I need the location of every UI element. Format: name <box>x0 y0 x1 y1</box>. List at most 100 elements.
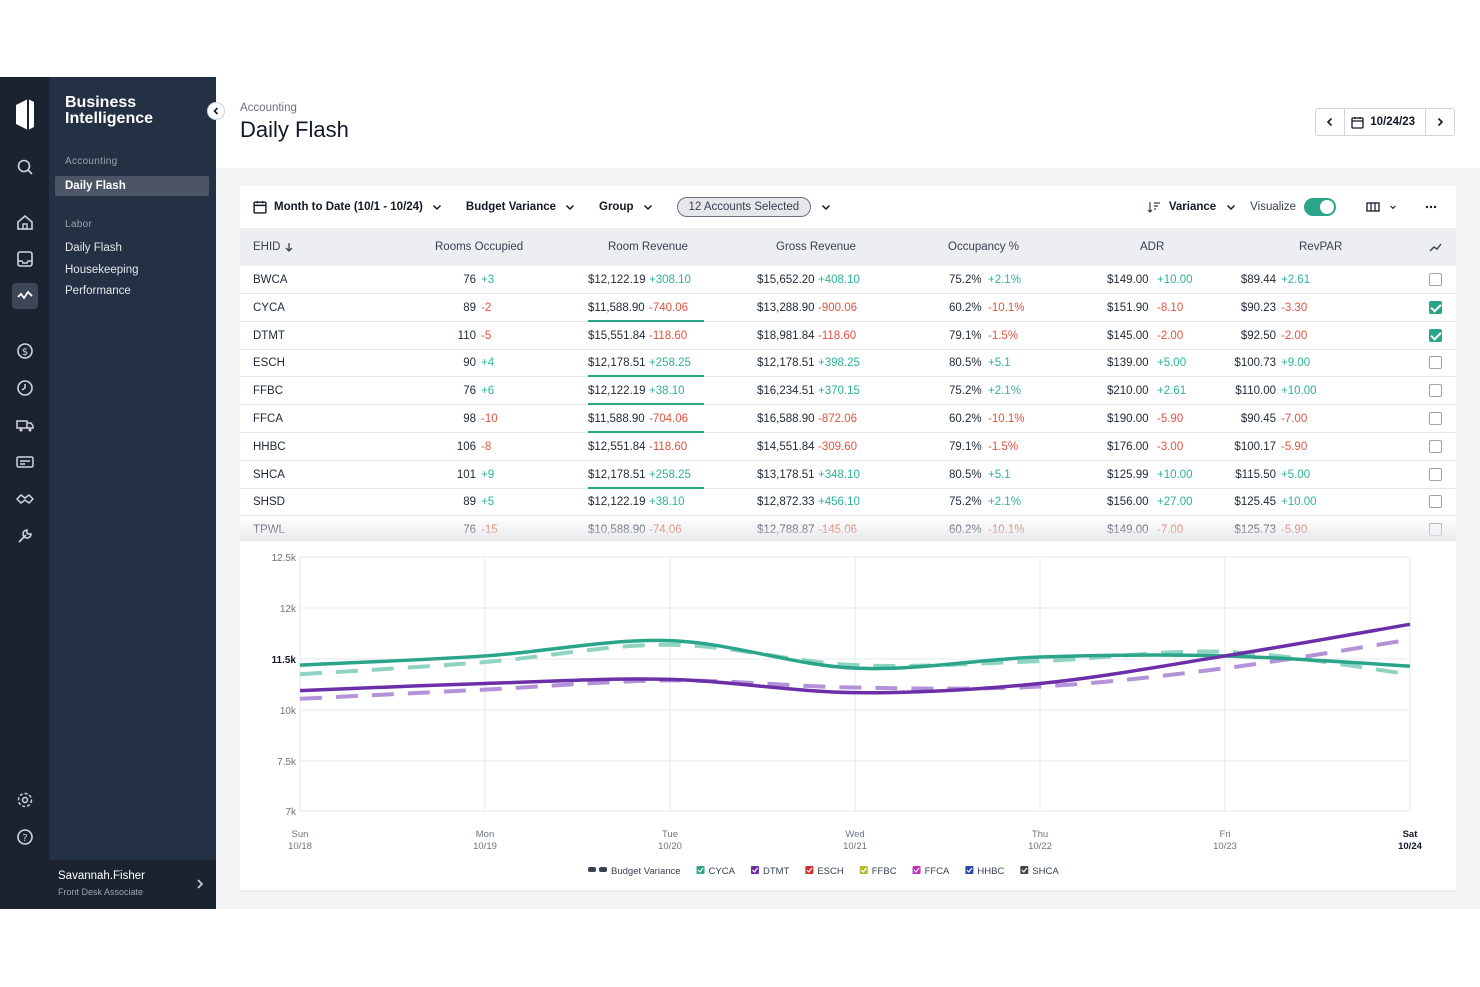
table-row[interactable]: HHBC 106 -8 $12,551.84 -118.60 $14,551.84 -309… <box>240 433 1456 461</box>
search-icon[interactable] <box>12 154 38 180</box>
column-header-rooms-occupied[interactable]: Rooms Occupied <box>435 241 524 253</box>
accounts-chevron-down-icon[interactable] <box>819 200 833 214</box>
column-header-gross-revenue[interactable]: Gross Revenue <box>776 241 856 253</box>
card-icon[interactable] <box>12 449 38 475</box>
chevron-down-icon[interactable] <box>1388 200 1398 214</box>
row-visualize-checkbox[interactable] <box>1429 273 1442 286</box>
sidebar-item-housekeeping[interactable]: Housekeeping <box>65 264 139 276</box>
legend-check <box>1021 867 1028 873</box>
cell-rooms: 110 <box>457 329 476 342</box>
chevron-down-icon[interactable] <box>1224 200 1238 214</box>
table-row[interactable]: FFBC 76 +6 $12,122.19 +38.10 $16,234.51 +370.1… <box>240 377 1456 406</box>
table-row[interactable]: ESCH 90 +4 $12,178.51 +258.25 $12,178.51 +398.… <box>240 349 1456 378</box>
cell-adr-delta: +10.00 <box>1157 468 1193 481</box>
cell-adr: $139.00 <box>1107 357 1149 370</box>
cell-ehid: DTMT <box>253 329 285 342</box>
column-header-room-revenue[interactable]: Room Revenue <box>608 241 688 253</box>
visualize-toggle[interactable] <box>1304 198 1336 216</box>
cell-revpar: $125.45 <box>1234 496 1276 509</box>
y-tick-label: 10k <box>280 706 297 717</box>
settings-icon[interactable] <box>12 787 38 813</box>
legend-label: FFCA <box>925 866 950 877</box>
table-row[interactable]: BWCA 76 +3 $12,122.19 +308.10 $15,652.20 +408.… <box>240 266 1456 294</box>
cell-room-rev-delta: -704.06 <box>649 413 689 425</box>
column-header-adr[interactable]: ADR <box>1140 241 1165 253</box>
cell-rooms-delta: +6 <box>481 385 495 398</box>
table-row[interactable]: SHCA 101 +9 $12,178.51 +258.25 $13,178.51 +348… <box>240 461 1456 489</box>
row-visualize-checkbox[interactable] <box>1429 384 1442 398</box>
date-picker[interactable]: 10/24/23 <box>1344 109 1426 135</box>
row-visualize-checkbox[interactable] <box>1429 495 1442 509</box>
chevron-right-icon <box>197 879 204 889</box>
row-visualize-checkbox[interactable] <box>1429 412 1442 425</box>
view-dropdown[interactable]: Budget Variance <box>466 200 577 214</box>
cell-occ: 79.1% <box>949 329 982 342</box>
help-icon[interactable]: ? <box>12 824 38 850</box>
table-row[interactable]: FFCA 98 -10 $11,588.90 -704.06 $16,588.90 -872… <box>240 405 1456 433</box>
cell-rooms: 98 <box>463 413 476 425</box>
table-row[interactable]: CYCA 89 -2 $11,588.90 -740.06 $13,288.90 -900.… <box>240 294 1456 322</box>
row-visualize-checkbox[interactable] <box>1429 439 1442 453</box>
row-visualize-checkbox[interactable] <box>1429 328 1442 342</box>
svg-text:$: $ <box>22 347 28 358</box>
home-icon[interactable] <box>12 209 38 235</box>
table-row[interactable]: DTMT 110 -5 $15,551.84 -118.60 $18,981.84 -118… <box>240 322 1456 350</box>
legend-label: HHBC <box>977 866 1004 877</box>
sort-arrow-down-icon[interactable] <box>284 242 294 252</box>
cell-occ-delta: +5.1 <box>988 357 1011 370</box>
handshake-icon[interactable] <box>12 486 38 512</box>
accounts-selected-pill[interactable]: 12 Accounts Selected <box>676 197 812 217</box>
x-tick-label: Fri <box>1219 829 1230 840</box>
cell-gross: $12,178.51 <box>757 357 815 370</box>
sidebar-collapse-button[interactable] <box>207 102 225 120</box>
column-header-ehid[interactable]: EHID <box>253 241 281 253</box>
cell-occ: 80.5% <box>949 468 982 481</box>
cell-gross: $15,652.20 <box>757 274 815 286</box>
wrench-icon[interactable] <box>12 523 38 549</box>
analytics-icon[interactable] <box>12 283 38 309</box>
cell-adr: $125.99 <box>1107 468 1149 481</box>
row-highlight-underline <box>588 319 704 322</box>
cell-room-rev: $12,551.84 <box>588 440 646 453</box>
more-options-icon[interactable] <box>1424 200 1438 214</box>
columns-icon[interactable] <box>1366 200 1380 214</box>
row-visualize-checkbox[interactable] <box>1429 300 1442 314</box>
cell-rooms: 106 <box>456 440 476 453</box>
chevron-left-icon <box>1327 117 1333 127</box>
sidebar-item-accounting-daily-flash[interactable]: Daily Flash <box>55 176 209 196</box>
next-date-button[interactable] <box>1426 109 1454 135</box>
sort-dropdown[interactable]: Variance <box>1168 201 1217 213</box>
calendar-icon <box>253 201 267 214</box>
clock-icon[interactable] <box>12 375 38 401</box>
legend-swatch <box>599 867 607 872</box>
date-range-dropdown[interactable]: Month to Date (10/1 - 10/24) <box>253 200 444 214</box>
y-tick-label: 7k <box>285 807 297 818</box>
user-role: Front Desk Associate <box>58 887 144 897</box>
legend-swatch <box>859 866 868 874</box>
trend-icon[interactable] <box>1429 241 1442 254</box>
row-visualize-checkbox[interactable] <box>1429 467 1442 481</box>
date-navigator: 10/24/23 <box>1315 108 1455 136</box>
column-header-occupancy[interactable]: Occupancy % <box>948 241 1019 253</box>
previous-date-button[interactable] <box>1316 109 1344 135</box>
group-dropdown[interactable]: Group <box>599 200 655 214</box>
icon-rail: $ ? <box>0 77 49 909</box>
series-line-cyca-budget-variance <box>299 642 1411 677</box>
chart-panel: 12.5k 12k 11.5k 10k 7.5k 7k Sun 10/18 Mon 10/19 Tu… <box>240 540 1456 890</box>
cell-adr-delta: +27.00 <box>1157 496 1193 509</box>
cell-revpar: $100.17 <box>1234 440 1276 453</box>
table-row[interactable]: SHSD 89 +5 $12,122.19 +38.10 $12,872.33 +456.1… <box>240 488 1456 517</box>
user-profile[interactable]: Savannah.Fisher Front Desk Associate <box>49 860 216 909</box>
sidebar-item-performance[interactable]: Performance <box>65 285 131 297</box>
breadcrumb[interactable]: Accounting <box>240 102 297 114</box>
cell-revpar: $115.50 <box>1235 468 1276 481</box>
sidebar-item-labor-daily-flash[interactable]: Daily Flash <box>65 242 122 254</box>
truck-icon[interactable] <box>12 412 38 438</box>
dollar-icon[interactable]: $ <box>12 338 38 364</box>
legend-label: SHCA <box>1032 866 1059 877</box>
column-header-revpar[interactable]: RevPAR <box>1299 241 1343 253</box>
row-visualize-checkbox[interactable] <box>1429 356 1442 370</box>
cell-room-rev-delta: -740.06 <box>649 301 689 314</box>
page-header: Accounting Daily Flash 10/24/23 <box>216 77 1480 168</box>
inbox-icon[interactable] <box>12 246 38 272</box>
